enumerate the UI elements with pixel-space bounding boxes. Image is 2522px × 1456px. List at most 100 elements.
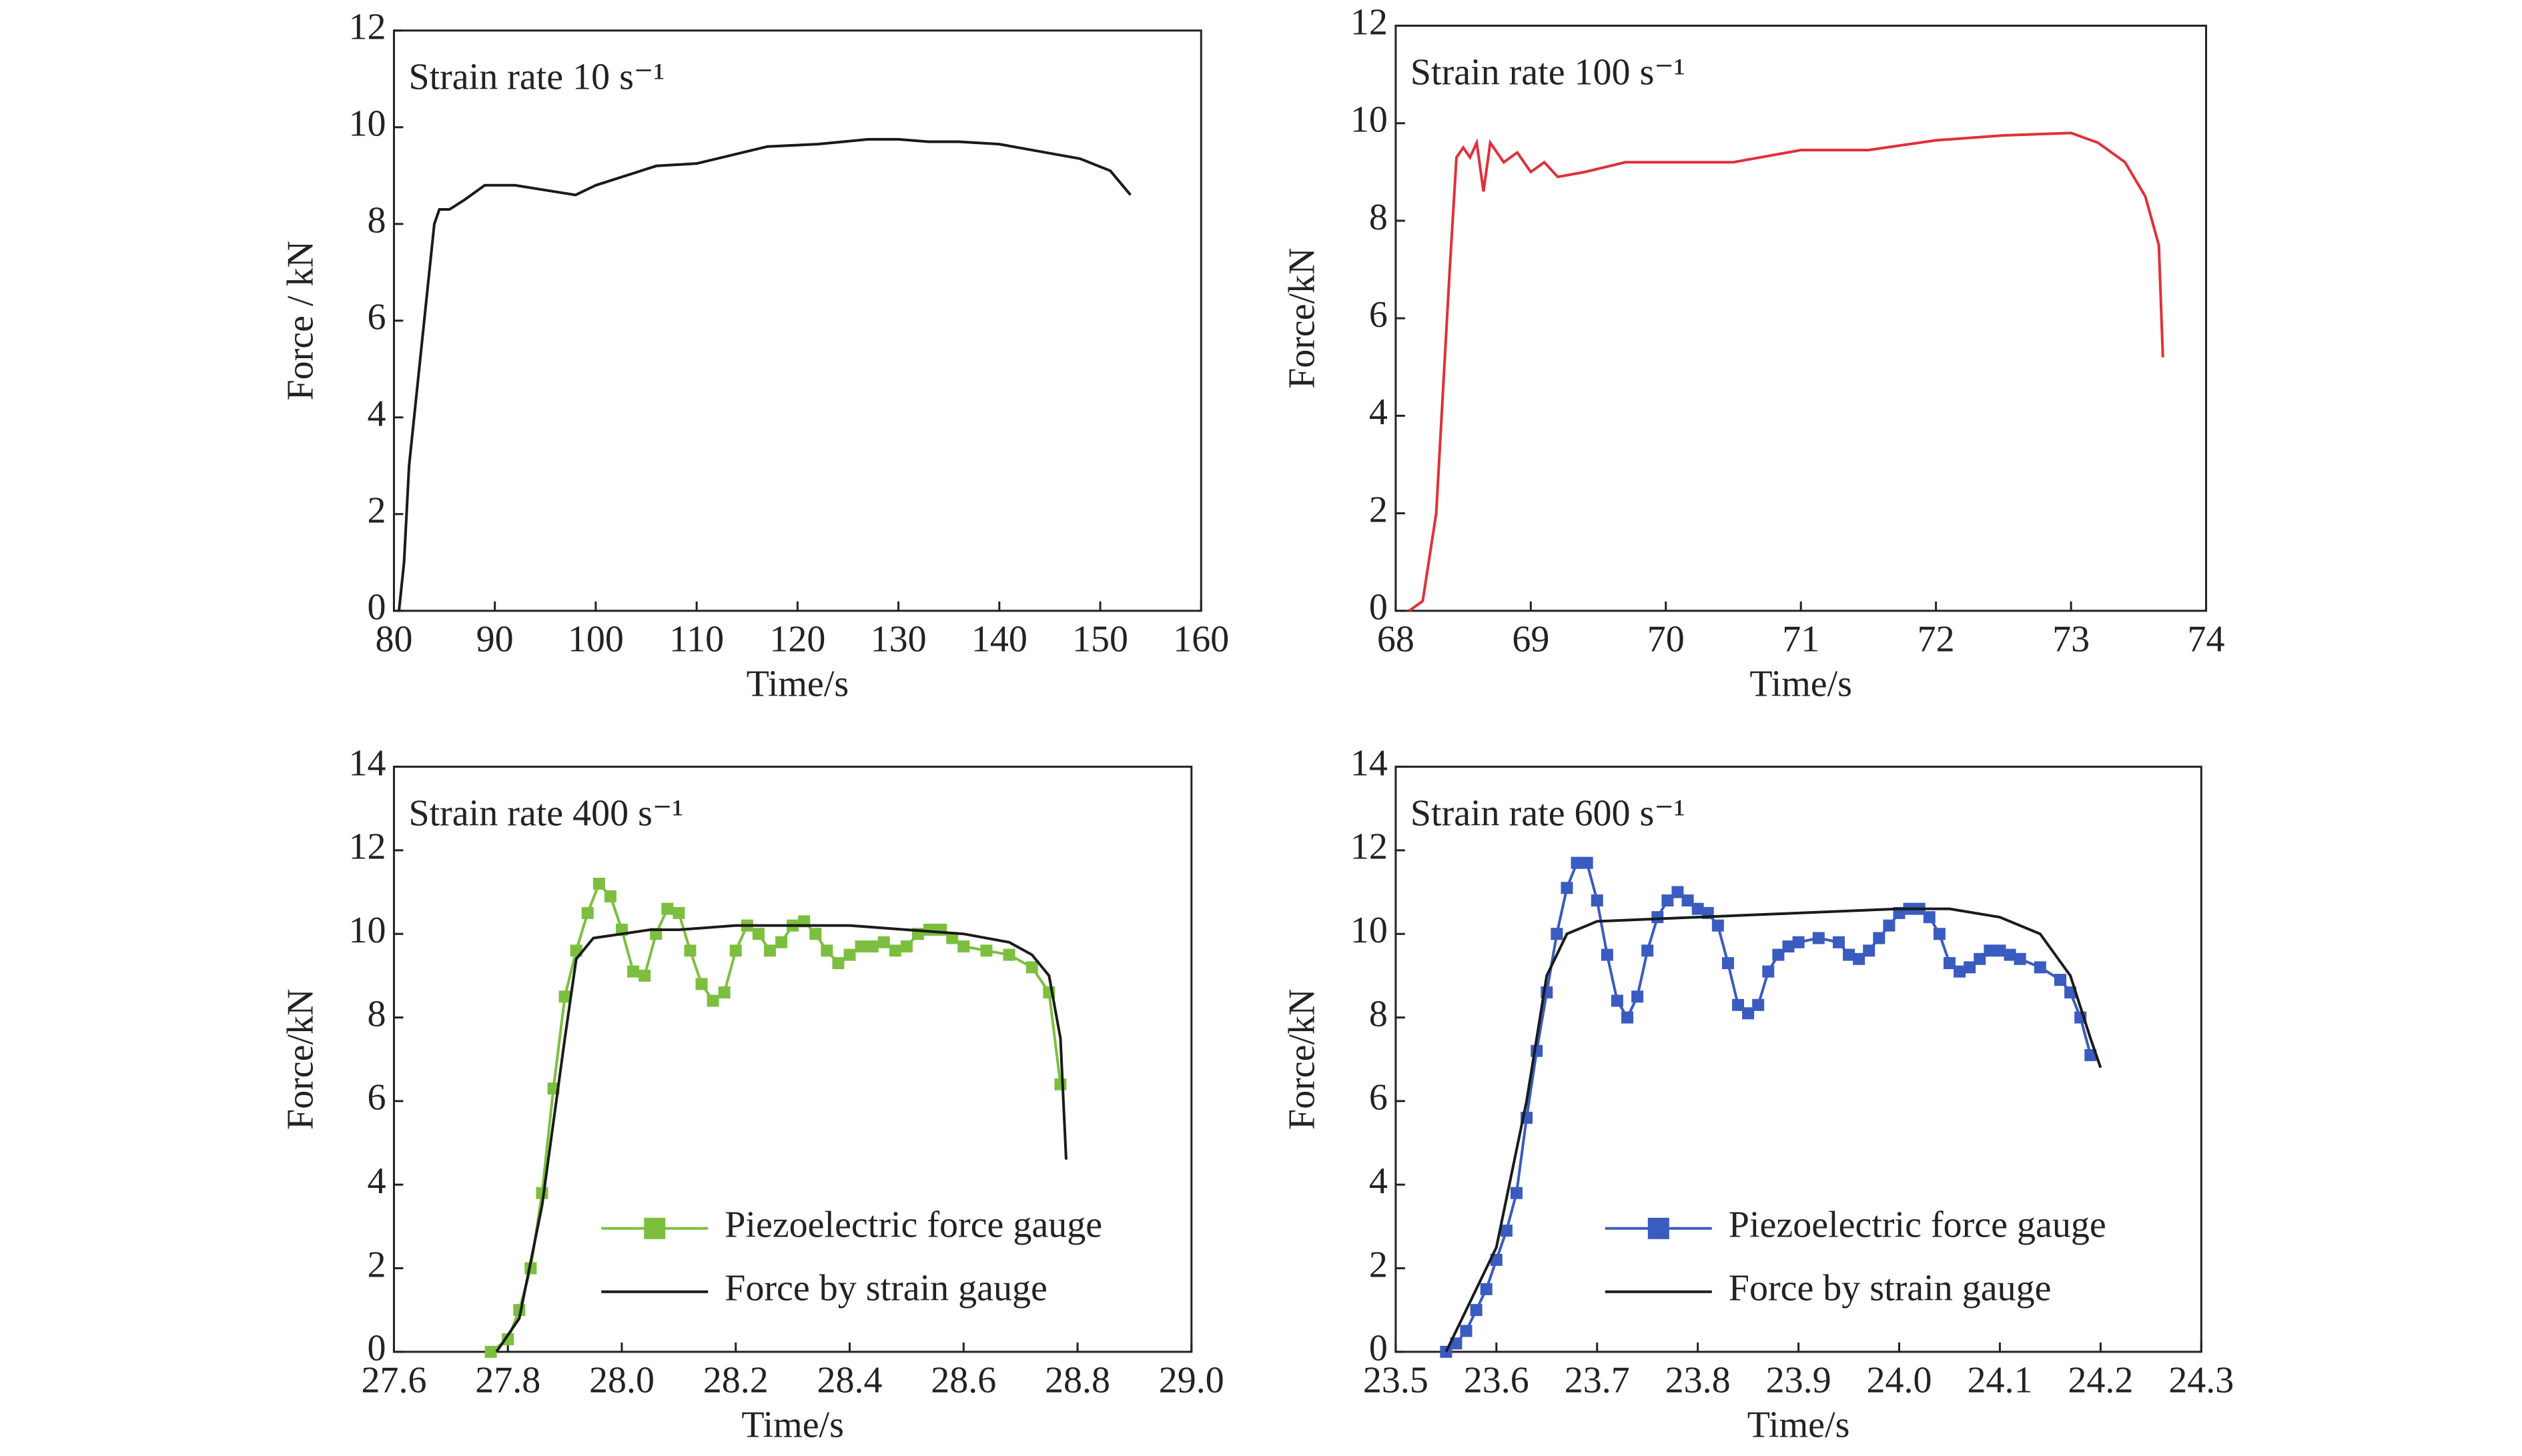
data-marker	[1631, 990, 1644, 1003]
y-tick-label: 8	[367, 200, 386, 241]
data-marker	[1651, 911, 1664, 924]
plot-frame	[1394, 25, 2208, 612]
y-tick-label: 4	[1369, 392, 1388, 433]
y-tick-label: 10	[1350, 910, 1388, 951]
legend-label: Force by strain gauge	[725, 1268, 1047, 1309]
plot-frame	[1394, 766, 2202, 1353]
y-tick-label: 4	[367, 1161, 386, 1202]
x-tick-label: 71	[1782, 619, 1819, 660]
data-marker	[1974, 952, 1986, 965]
y-tick-label: 12	[1350, 826, 1388, 868]
data-marker	[1943, 957, 1956, 970]
data-line	[398, 137, 1132, 612]
y-tick-label: 4	[367, 394, 386, 435]
data-marker	[707, 994, 719, 1007]
data-marker	[604, 890, 616, 902]
y-tick-label: 4	[1369, 1161, 1388, 1202]
legend-label: Piezoelectric force gauge	[725, 1205, 1102, 1246]
data-marker	[1641, 944, 1654, 957]
chart: 68 69 70 71 72 73 74024681012Time/sForce/kNStr…	[1282, 1, 2225, 704]
y-tick-label: 12	[348, 826, 386, 868]
data-marker	[2084, 1048, 2097, 1061]
data-marker	[729, 944, 742, 957]
legend-marker	[1647, 1217, 1669, 1239]
data-marker	[946, 932, 959, 944]
y-tick-label: 10	[348, 103, 386, 145]
data-marker	[1843, 948, 1855, 961]
data-marker	[1873, 932, 1885, 944]
data-marker	[558, 990, 571, 1003]
data-marker	[1923, 911, 1936, 924]
y-tick-label: 0	[1369, 1328, 1388, 1369]
data-marker	[1681, 894, 1694, 907]
data-marker	[661, 902, 674, 915]
y-tick-label: 2	[1369, 1244, 1388, 1285]
data-marker	[484, 1345, 497, 1358]
x-tick-label: 23.8	[1665, 1360, 1731, 1401]
data-marker	[923, 923, 936, 936]
data-marker	[1480, 1283, 1493, 1295]
x-axis-label: Time/s	[741, 1405, 844, 1446]
plot-frame	[392, 29, 1202, 612]
data-line	[1408, 131, 2164, 612]
data-marker	[775, 936, 788, 948]
data-marker	[1490, 1253, 1503, 1266]
data-marker	[1792, 936, 1805, 948]
data-marker	[502, 1333, 514, 1346]
y-tick-label: 12	[348, 7, 386, 48]
data-marker	[639, 969, 651, 982]
data-marker	[1772, 948, 1785, 961]
y-axis-label: Force / kN	[280, 241, 321, 401]
y-tick-label: 6	[1369, 294, 1388, 335]
data-marker	[2064, 986, 2077, 998]
x-tick-label: 23.9	[1766, 1360, 1831, 1401]
data-marker	[809, 928, 822, 940]
y-tick-label: 14	[348, 742, 386, 784]
y-tick-label: 14	[1350, 742, 1388, 784]
x-tick-label: 110	[669, 619, 724, 660]
x-tick-label: 23.7	[1565, 1360, 1630, 1401]
x-tick-label: 80	[375, 619, 412, 660]
data-marker	[1863, 944, 1875, 957]
y-tick-label: 6	[367, 297, 386, 338]
y-tick-label: 8	[1369, 197, 1388, 238]
x-tick-label: 160	[1173, 619, 1229, 660]
data-marker	[877, 936, 890, 948]
data-marker	[1661, 894, 1674, 907]
data-marker	[900, 940, 913, 953]
y-tick-label: 6	[1369, 1077, 1388, 1119]
y-tick-label: 0	[367, 587, 386, 628]
x-tick-label: 140	[971, 619, 1027, 660]
x-tick-label: 23.5	[1363, 1360, 1428, 1401]
data-marker	[1611, 994, 1623, 1007]
x-tick-label: 90	[476, 619, 514, 660]
data-marker	[957, 940, 970, 953]
data-marker	[1782, 940, 1795, 953]
x-tick-label: 27.8	[475, 1360, 540, 1401]
data-marker	[935, 923, 947, 936]
y-axis-label: Force/kN	[1282, 247, 1323, 389]
data-marker	[695, 978, 708, 990]
data-marker	[1601, 948, 1613, 961]
y-tick-label: 2	[367, 490, 386, 532]
data-marker	[1551, 928, 1563, 940]
x-tick-label: 28.6	[931, 1360, 996, 1401]
data-marker	[592, 878, 605, 890]
chart: 80 90 100 110 120 130 140 150 160 0 2 4 6 8 10 12 Time/s…	[280, 7, 1229, 705]
x-tick-label: 69	[1512, 619, 1549, 660]
plot-frame	[392, 766, 1193, 1353]
data-marker	[2014, 952, 2026, 965]
data-marker	[889, 944, 901, 957]
data-marker	[1762, 965, 1775, 978]
data-marker	[1732, 998, 1745, 1011]
data-marker	[1450, 1337, 1462, 1350]
data-marker	[1054, 1078, 1067, 1090]
data-marker	[1964, 961, 1976, 974]
data-marker	[2034, 961, 2046, 974]
x-tick-label: 130	[871, 619, 927, 660]
data-marker	[1691, 902, 1704, 915]
data-marker	[627, 965, 640, 978]
chart: 23.5 23.6 23.7 23.8 23.9 24.0 24.1 24.2 24.3 0 2 4 6…	[1282, 742, 2234, 1445]
data-marker	[1853, 952, 1865, 965]
